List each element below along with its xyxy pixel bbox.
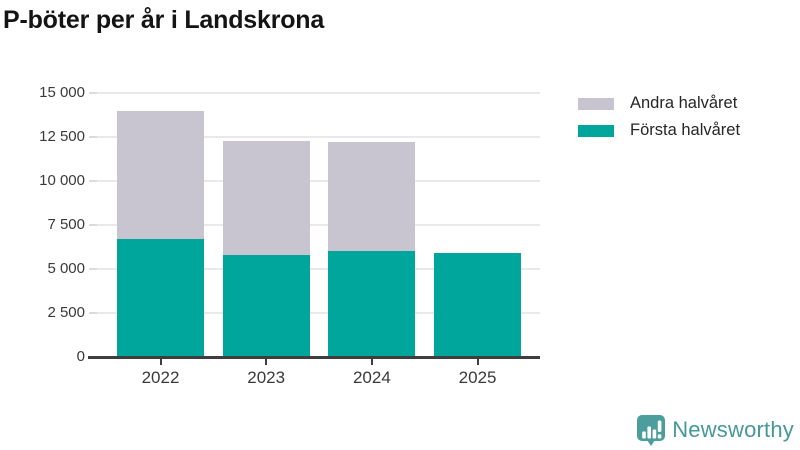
x-axis-label-2023: 2023 (247, 368, 286, 387)
bar-segment-2022-andra-halv-ret (117, 110, 204, 240)
gridline-12500 (97, 136, 540, 138)
y-axis-tick-2500 (89, 312, 97, 314)
newsworthy-chart-bubble-icon (637, 415, 666, 446)
bar-segment-2022-f-rsta-halv-ret (117, 239, 204, 357)
y-axis-tick-15000 (89, 92, 97, 94)
y-axis-tick-7500 (89, 224, 97, 226)
gridline-7500 (97, 224, 540, 226)
bar-segment-2025-f-rsta-halv-ret (434, 253, 522, 357)
x-axis-tick-2025 (476, 359, 479, 365)
legend: Andra halvåret Första halvåret (578, 90, 740, 144)
legend-item: Första halvåret (578, 117, 740, 144)
gridline-15000 (97, 92, 540, 94)
legend-label: Andra halvåret (630, 94, 738, 112)
y-axis-tick-12500 (89, 136, 97, 138)
bar-segment-2023-f-rsta-halv-ret (222, 254, 310, 357)
x-axis-tick-2023 (265, 359, 268, 365)
gridline-2500 (97, 312, 540, 314)
gridline-5000 (97, 268, 540, 270)
legend-swatch (578, 97, 614, 110)
y-axis-tick-5000 (89, 268, 97, 270)
y-axis-tick-label: 12 500 (39, 128, 85, 145)
branding-name: Newsworthy (672, 417, 794, 442)
bar-segment-2024-f-rsta-halv-ret (328, 251, 416, 357)
legend-swatch (578, 124, 614, 137)
x-axis-tick-2024 (370, 359, 373, 365)
bar-segment-2023-andra-halv-ret (222, 140, 310, 255)
x-axis-label-2025: 2025 (458, 368, 497, 387)
y-axis-tick-label: 15 000 (39, 84, 85, 101)
bar-segment-2024-andra-halv-ret (328, 142, 416, 252)
chart-title: P-böter per år i Landskrona (3, 6, 325, 34)
y-axis-tick-label: 2 500 (47, 304, 85, 321)
y-axis-tick-10000 (89, 180, 97, 182)
gridline-10000 (97, 180, 540, 182)
x-axis-label-2022: 2022 (141, 368, 180, 387)
x-axis-label-2024: 2024 (352, 368, 391, 387)
y-axis-tick-label: 5 000 (47, 260, 85, 277)
branding-logo: Newsworthy (636, 414, 794, 446)
x-axis-tick-2022 (159, 359, 162, 365)
y-axis-tick-label: 7 500 (47, 216, 85, 233)
legend-label: Första halvåret (630, 121, 741, 139)
y-axis-tick-label: 0 (76, 348, 85, 365)
y-axis-tick-label: 10 000 (39, 172, 85, 189)
x-axis-line (88, 356, 540, 359)
legend-item: Andra halvåret (578, 90, 740, 117)
